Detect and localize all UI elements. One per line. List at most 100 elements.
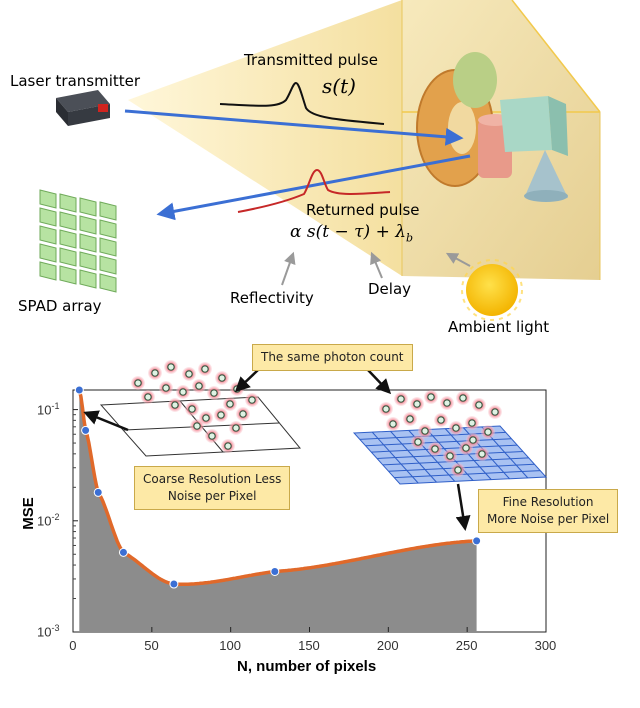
spad-pixel bbox=[39, 189, 57, 209]
y-tick-label: 10-2 bbox=[37, 512, 59, 528]
fine-grid-line bbox=[394, 470, 541, 479]
coarse-note-line1: Coarse Resolution Less bbox=[143, 472, 282, 486]
laser-label: Laser transmitter bbox=[10, 72, 141, 90]
mse-point bbox=[169, 579, 179, 589]
photon bbox=[478, 450, 486, 458]
x-axis-label: N, number of pixels bbox=[237, 658, 377, 675]
photon bbox=[421, 427, 429, 435]
photon bbox=[210, 389, 218, 397]
mse-area-fill bbox=[79, 390, 477, 632]
x-tick-label: 100 bbox=[219, 638, 241, 653]
spad-pixel bbox=[39, 243, 57, 263]
coarse-note-line2: Noise per Pixel bbox=[167, 489, 257, 503]
y-tick-base: 10 bbox=[37, 401, 52, 417]
delay-label: Delay bbox=[368, 280, 412, 298]
returned-label: Returned pulse bbox=[306, 201, 420, 219]
same-count-arrow-right bbox=[367, 369, 392, 395]
photon bbox=[232, 424, 240, 432]
spad-array-icon bbox=[39, 189, 117, 293]
transmitted-pulse-curve bbox=[219, 81, 385, 125]
spad-pixel bbox=[79, 251, 97, 271]
x-tick-label: 300 bbox=[534, 638, 557, 653]
y-tick-exponent: -2 bbox=[51, 511, 60, 522]
photon bbox=[484, 428, 492, 436]
same-count-note: The same photon count bbox=[252, 344, 413, 371]
photon bbox=[171, 401, 179, 409]
y-axis-label: MSE bbox=[19, 497, 37, 530]
photon bbox=[446, 452, 454, 460]
photon bbox=[208, 432, 216, 440]
y-tick-label: 10-3 bbox=[37, 623, 59, 639]
photon bbox=[167, 363, 175, 371]
spad-pixel bbox=[79, 215, 97, 235]
photon bbox=[188, 405, 196, 413]
photons-fine bbox=[379, 390, 502, 477]
photon bbox=[195, 382, 203, 390]
fine-arrow bbox=[455, 483, 471, 531]
y-tick-exponent: -1 bbox=[51, 400, 60, 411]
spad-pixel bbox=[39, 207, 57, 227]
coarse-arrow bbox=[83, 410, 129, 432]
photon bbox=[443, 399, 451, 407]
photon bbox=[185, 370, 193, 378]
spad-pixel bbox=[99, 201, 117, 221]
photon bbox=[459, 394, 467, 402]
coarse-note: Coarse Resolution Less Noise per Pixel bbox=[134, 466, 291, 510]
y-ticks bbox=[73, 409, 78, 633]
y-tick-exponent: -3 bbox=[51, 623, 60, 633]
returning-beam bbox=[156, 154, 471, 221]
photon bbox=[468, 419, 476, 427]
photon bbox=[193, 422, 201, 430]
photon bbox=[469, 436, 477, 444]
ambient-label: Ambient light bbox=[448, 318, 550, 336]
spad-pixel bbox=[39, 225, 57, 245]
returned-pulse-curve bbox=[237, 168, 391, 213]
returned-equation-subscript: b bbox=[406, 231, 414, 245]
outgoing-beam bbox=[124, 109, 464, 146]
mse-point bbox=[74, 385, 84, 395]
spad-pixel bbox=[79, 233, 97, 253]
photon bbox=[162, 384, 170, 392]
spad-pixel bbox=[59, 265, 77, 285]
mse-point bbox=[93, 487, 103, 497]
fine-note: Fine Resolution More Noise per Pixel bbox=[478, 489, 619, 533]
transmitted-label: Transmitted pulse bbox=[244, 51, 378, 69]
photon bbox=[406, 415, 414, 423]
spad-pixel bbox=[99, 219, 117, 239]
spad-pixel bbox=[59, 247, 77, 267]
photon bbox=[452, 424, 460, 432]
photon bbox=[462, 444, 470, 452]
spad-pixel bbox=[99, 255, 117, 275]
delay-arrow bbox=[370, 251, 383, 279]
photon bbox=[491, 408, 499, 416]
fine-grid-line bbox=[382, 457, 529, 466]
x-tick-label: 150 bbox=[298, 638, 320, 653]
returned-equation: α s(t − τ) + λb bbox=[290, 222, 413, 244]
y-tick-label: 10-1 bbox=[37, 401, 59, 417]
spad-pixel bbox=[99, 273, 117, 293]
photons-coarse bbox=[131, 360, 259, 453]
spad-label: SPAD array bbox=[18, 297, 102, 315]
mse-point bbox=[81, 425, 91, 435]
reflectivity-label: Reflectivity bbox=[230, 289, 314, 307]
mse-point bbox=[270, 566, 280, 576]
photon bbox=[239, 410, 247, 418]
photon bbox=[427, 393, 435, 401]
transmitted-equation: s(t) bbox=[322, 74, 356, 98]
x-tick-label: 50 bbox=[144, 638, 159, 653]
photon bbox=[201, 365, 209, 373]
sun-icon bbox=[461, 259, 523, 321]
fine-note-line1: Fine Resolution bbox=[502, 495, 594, 509]
fine-note-line2: More Noise per Pixel bbox=[487, 512, 610, 526]
photon bbox=[431, 445, 439, 453]
photon bbox=[454, 466, 462, 474]
spad-pixel bbox=[59, 229, 77, 249]
photon bbox=[134, 379, 142, 387]
photon bbox=[202, 414, 210, 422]
photon bbox=[144, 393, 152, 401]
spad-pixel bbox=[59, 211, 77, 231]
x-ticks bbox=[72, 627, 547, 632]
photon bbox=[397, 395, 405, 403]
spad-pixel bbox=[39, 261, 57, 281]
